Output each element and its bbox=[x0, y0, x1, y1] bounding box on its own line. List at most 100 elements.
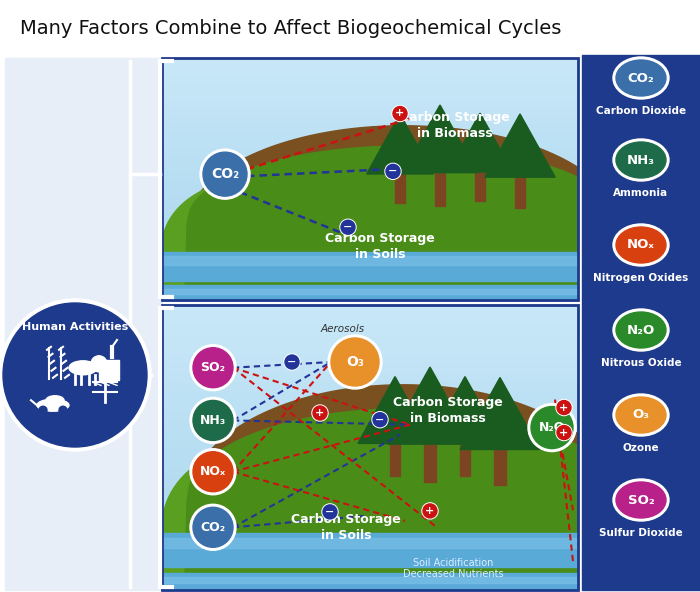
Bar bbox=[5, 58, 162, 590]
Polygon shape bbox=[365, 379, 425, 432]
Bar bbox=[162, 457, 578, 466]
Text: Sulfur Dioxide: Sulfur Dioxide bbox=[599, 528, 683, 538]
Bar bbox=[162, 139, 578, 147]
Text: +: + bbox=[559, 427, 568, 437]
Bar bbox=[162, 448, 578, 457]
Circle shape bbox=[193, 452, 233, 492]
Polygon shape bbox=[485, 114, 555, 177]
Text: Human Activities: Human Activities bbox=[22, 323, 128, 333]
Bar bbox=[162, 333, 578, 343]
Circle shape bbox=[557, 401, 571, 414]
Bar bbox=[162, 66, 578, 74]
Bar bbox=[162, 147, 578, 155]
Ellipse shape bbox=[613, 139, 669, 181]
Bar bbox=[162, 256, 578, 265]
Text: −: − bbox=[375, 415, 385, 424]
Text: Aerosols: Aerosols bbox=[321, 324, 365, 334]
Polygon shape bbox=[373, 116, 426, 163]
Circle shape bbox=[203, 152, 247, 196]
Polygon shape bbox=[358, 377, 432, 443]
Polygon shape bbox=[367, 114, 433, 174]
Polygon shape bbox=[447, 113, 512, 172]
Text: NOₓ: NOₓ bbox=[627, 239, 655, 252]
Bar bbox=[162, 400, 578, 410]
Ellipse shape bbox=[613, 224, 669, 266]
Bar bbox=[99, 360, 119, 380]
Polygon shape bbox=[162, 179, 349, 300]
Bar bbox=[162, 114, 578, 123]
Bar bbox=[162, 314, 578, 324]
Text: Carbon Storage
in Soils: Carbon Storage in Soils bbox=[325, 232, 435, 261]
Text: Many Factors Combine to Affect Biogeochemical Cycles: Many Factors Combine to Affect Biogeoche… bbox=[20, 18, 561, 37]
Circle shape bbox=[3, 303, 147, 447]
Polygon shape bbox=[405, 372, 456, 420]
Polygon shape bbox=[417, 109, 463, 151]
Ellipse shape bbox=[613, 57, 669, 99]
Text: −: − bbox=[287, 357, 297, 367]
Bar bbox=[162, 324, 578, 333]
Polygon shape bbox=[417, 109, 463, 151]
Text: Ammonia: Ammonia bbox=[613, 188, 668, 198]
Bar bbox=[162, 195, 578, 203]
Text: SO₂: SO₂ bbox=[200, 361, 225, 374]
Text: −: − bbox=[389, 166, 398, 176]
Ellipse shape bbox=[613, 309, 669, 351]
Text: Carbon Dioxide: Carbon Dioxide bbox=[596, 106, 686, 116]
Polygon shape bbox=[447, 113, 512, 172]
Bar bbox=[475, 172, 484, 201]
Circle shape bbox=[193, 348, 233, 388]
Bar bbox=[162, 163, 578, 171]
Polygon shape bbox=[162, 448, 349, 590]
Polygon shape bbox=[410, 107, 470, 161]
Bar bbox=[162, 171, 578, 179]
Polygon shape bbox=[402, 105, 477, 173]
Text: Nitrogen Oxides: Nitrogen Oxides bbox=[594, 273, 689, 283]
Bar bbox=[162, 343, 578, 352]
Bar bbox=[162, 504, 578, 514]
Polygon shape bbox=[380, 118, 420, 155]
Bar bbox=[162, 476, 578, 485]
Ellipse shape bbox=[616, 312, 666, 348]
Bar bbox=[162, 58, 578, 66]
Polygon shape bbox=[162, 126, 578, 300]
Circle shape bbox=[340, 219, 356, 235]
Circle shape bbox=[285, 355, 299, 369]
Bar bbox=[162, 268, 578, 276]
Circle shape bbox=[59, 406, 67, 414]
Bar bbox=[435, 173, 445, 205]
Polygon shape bbox=[454, 115, 506, 162]
Circle shape bbox=[91, 356, 107, 372]
Circle shape bbox=[556, 424, 572, 440]
Bar bbox=[162, 495, 578, 504]
Polygon shape bbox=[373, 381, 417, 422]
Bar bbox=[162, 98, 578, 107]
Ellipse shape bbox=[613, 394, 669, 436]
Bar bbox=[162, 90, 578, 98]
Bar bbox=[162, 466, 578, 476]
Bar bbox=[162, 438, 578, 448]
Circle shape bbox=[284, 354, 300, 370]
Circle shape bbox=[39, 406, 47, 414]
Polygon shape bbox=[443, 381, 487, 422]
Text: NH₃: NH₃ bbox=[200, 414, 226, 427]
Bar bbox=[162, 187, 578, 195]
Polygon shape bbox=[461, 117, 500, 153]
Text: N₂O: N₂O bbox=[539, 421, 565, 434]
Circle shape bbox=[322, 504, 338, 520]
Ellipse shape bbox=[46, 395, 64, 405]
Bar bbox=[162, 514, 578, 523]
Bar bbox=[162, 533, 578, 542]
Ellipse shape bbox=[616, 482, 666, 518]
Circle shape bbox=[528, 404, 576, 452]
Bar bbox=[162, 552, 578, 561]
Bar bbox=[162, 211, 578, 219]
Circle shape bbox=[386, 165, 400, 178]
Text: Ozone: Ozone bbox=[623, 443, 659, 453]
Circle shape bbox=[0, 299, 151, 451]
Circle shape bbox=[328, 335, 382, 389]
Bar bbox=[162, 571, 578, 581]
Bar bbox=[162, 381, 578, 391]
Text: CO₂: CO₂ bbox=[200, 521, 225, 534]
Circle shape bbox=[190, 449, 236, 495]
Text: Nitrous Oxide: Nitrous Oxide bbox=[601, 358, 681, 368]
